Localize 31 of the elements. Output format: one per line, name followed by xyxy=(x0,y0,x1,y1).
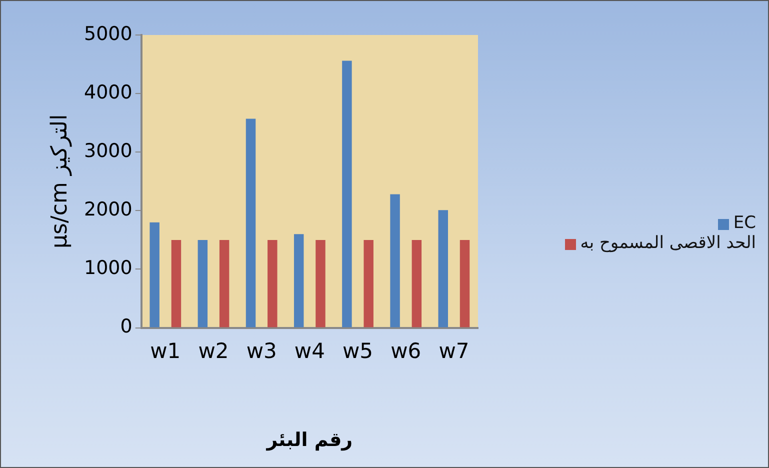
bar xyxy=(268,240,278,328)
x-tick-label: w2 xyxy=(198,338,229,363)
x-tick-label: w4 xyxy=(294,338,325,363)
legend-label: الحد الاقصى المسموح به xyxy=(580,233,756,253)
x-axis-title: رقم البئر xyxy=(266,428,353,451)
bar xyxy=(219,240,230,328)
bar xyxy=(150,222,160,328)
x-tick-label: w3 xyxy=(246,338,277,363)
bar xyxy=(342,60,352,328)
y-tick-label: 2000 xyxy=(84,198,132,221)
bar xyxy=(171,240,182,328)
x-tick-label: w5 xyxy=(342,338,374,363)
y-tick-label: 1000 xyxy=(84,257,132,280)
y-axis-title: التركيز µs/cm xyxy=(48,114,73,249)
legend-label: EC xyxy=(733,213,756,233)
x-tick-label: w1 xyxy=(150,338,181,363)
bar xyxy=(412,240,422,328)
bar xyxy=(390,194,400,328)
y-tick-label: 4000 xyxy=(84,81,132,104)
y-tick-label: 5000 xyxy=(84,22,132,45)
y-tick-label: 3000 xyxy=(84,140,132,162)
bar xyxy=(294,234,304,328)
y-tick-label: 0 xyxy=(120,316,132,338)
bar xyxy=(438,210,448,328)
bar xyxy=(364,240,374,328)
bar xyxy=(246,118,256,328)
bar xyxy=(316,240,326,328)
x-tick-label: w6 xyxy=(390,338,422,363)
bar xyxy=(198,240,208,328)
x-tick-label: w7 xyxy=(438,338,470,363)
bar xyxy=(460,240,470,328)
